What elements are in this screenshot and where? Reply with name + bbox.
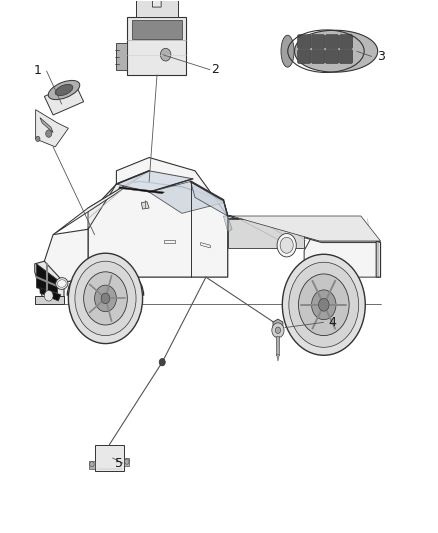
Polygon shape — [149, 181, 223, 213]
Polygon shape — [35, 110, 68, 147]
FancyBboxPatch shape — [297, 35, 311, 49]
FancyBboxPatch shape — [297, 50, 311, 63]
Polygon shape — [136, 0, 177, 17]
Polygon shape — [89, 461, 95, 469]
Text: 2: 2 — [211, 63, 219, 76]
Polygon shape — [228, 216, 381, 243]
Circle shape — [159, 359, 165, 366]
Text: 1: 1 — [34, 64, 42, 77]
Text: 3: 3 — [377, 50, 385, 63]
Polygon shape — [304, 219, 381, 277]
Circle shape — [298, 274, 349, 336]
Circle shape — [277, 233, 296, 257]
Polygon shape — [273, 319, 283, 331]
Circle shape — [280, 237, 293, 253]
Polygon shape — [35, 261, 64, 304]
Circle shape — [318, 298, 329, 311]
Ellipse shape — [55, 84, 73, 95]
FancyBboxPatch shape — [311, 50, 325, 63]
Polygon shape — [201, 243, 210, 248]
Polygon shape — [44, 83, 84, 115]
Polygon shape — [141, 201, 149, 209]
Polygon shape — [119, 187, 164, 193]
Circle shape — [84, 272, 127, 325]
FancyBboxPatch shape — [325, 50, 339, 63]
Polygon shape — [40, 288, 61, 301]
Polygon shape — [117, 158, 228, 216]
Circle shape — [75, 261, 136, 336]
Ellipse shape — [48, 80, 80, 100]
Polygon shape — [295, 30, 378, 72]
Polygon shape — [232, 217, 376, 241]
FancyBboxPatch shape — [339, 50, 353, 63]
Circle shape — [311, 290, 336, 320]
Polygon shape — [95, 445, 124, 471]
Polygon shape — [53, 171, 149, 235]
Polygon shape — [88, 181, 228, 277]
Polygon shape — [276, 337, 280, 356]
Circle shape — [272, 323, 284, 338]
Ellipse shape — [281, 35, 294, 67]
Circle shape — [68, 253, 143, 344]
Polygon shape — [127, 17, 186, 75]
Polygon shape — [149, 0, 165, 7]
FancyBboxPatch shape — [339, 35, 353, 49]
Circle shape — [276, 327, 281, 334]
Circle shape — [95, 285, 117, 312]
Polygon shape — [36, 264, 57, 293]
Polygon shape — [164, 240, 175, 243]
FancyBboxPatch shape — [325, 35, 339, 49]
Polygon shape — [228, 215, 381, 241]
Circle shape — [160, 49, 171, 61]
Ellipse shape — [57, 280, 66, 287]
Polygon shape — [376, 241, 381, 277]
Polygon shape — [191, 181, 228, 216]
Polygon shape — [132, 20, 182, 39]
Polygon shape — [88, 171, 149, 229]
Circle shape — [46, 130, 52, 138]
Polygon shape — [228, 219, 304, 248]
Text: 4: 4 — [328, 316, 336, 329]
Circle shape — [90, 462, 94, 467]
Polygon shape — [277, 355, 279, 361]
Polygon shape — [117, 43, 127, 70]
Polygon shape — [117, 171, 193, 192]
Circle shape — [283, 254, 365, 356]
Circle shape — [101, 293, 110, 304]
Ellipse shape — [56, 278, 68, 289]
Circle shape — [44, 290, 53, 301]
Polygon shape — [124, 458, 130, 466]
Text: 5: 5 — [115, 457, 123, 470]
Circle shape — [125, 459, 129, 464]
Polygon shape — [40, 118, 53, 133]
FancyBboxPatch shape — [311, 35, 325, 49]
Polygon shape — [223, 216, 232, 232]
Polygon shape — [44, 229, 88, 282]
Circle shape — [289, 262, 359, 348]
Circle shape — [35, 136, 40, 142]
Polygon shape — [35, 296, 64, 304]
